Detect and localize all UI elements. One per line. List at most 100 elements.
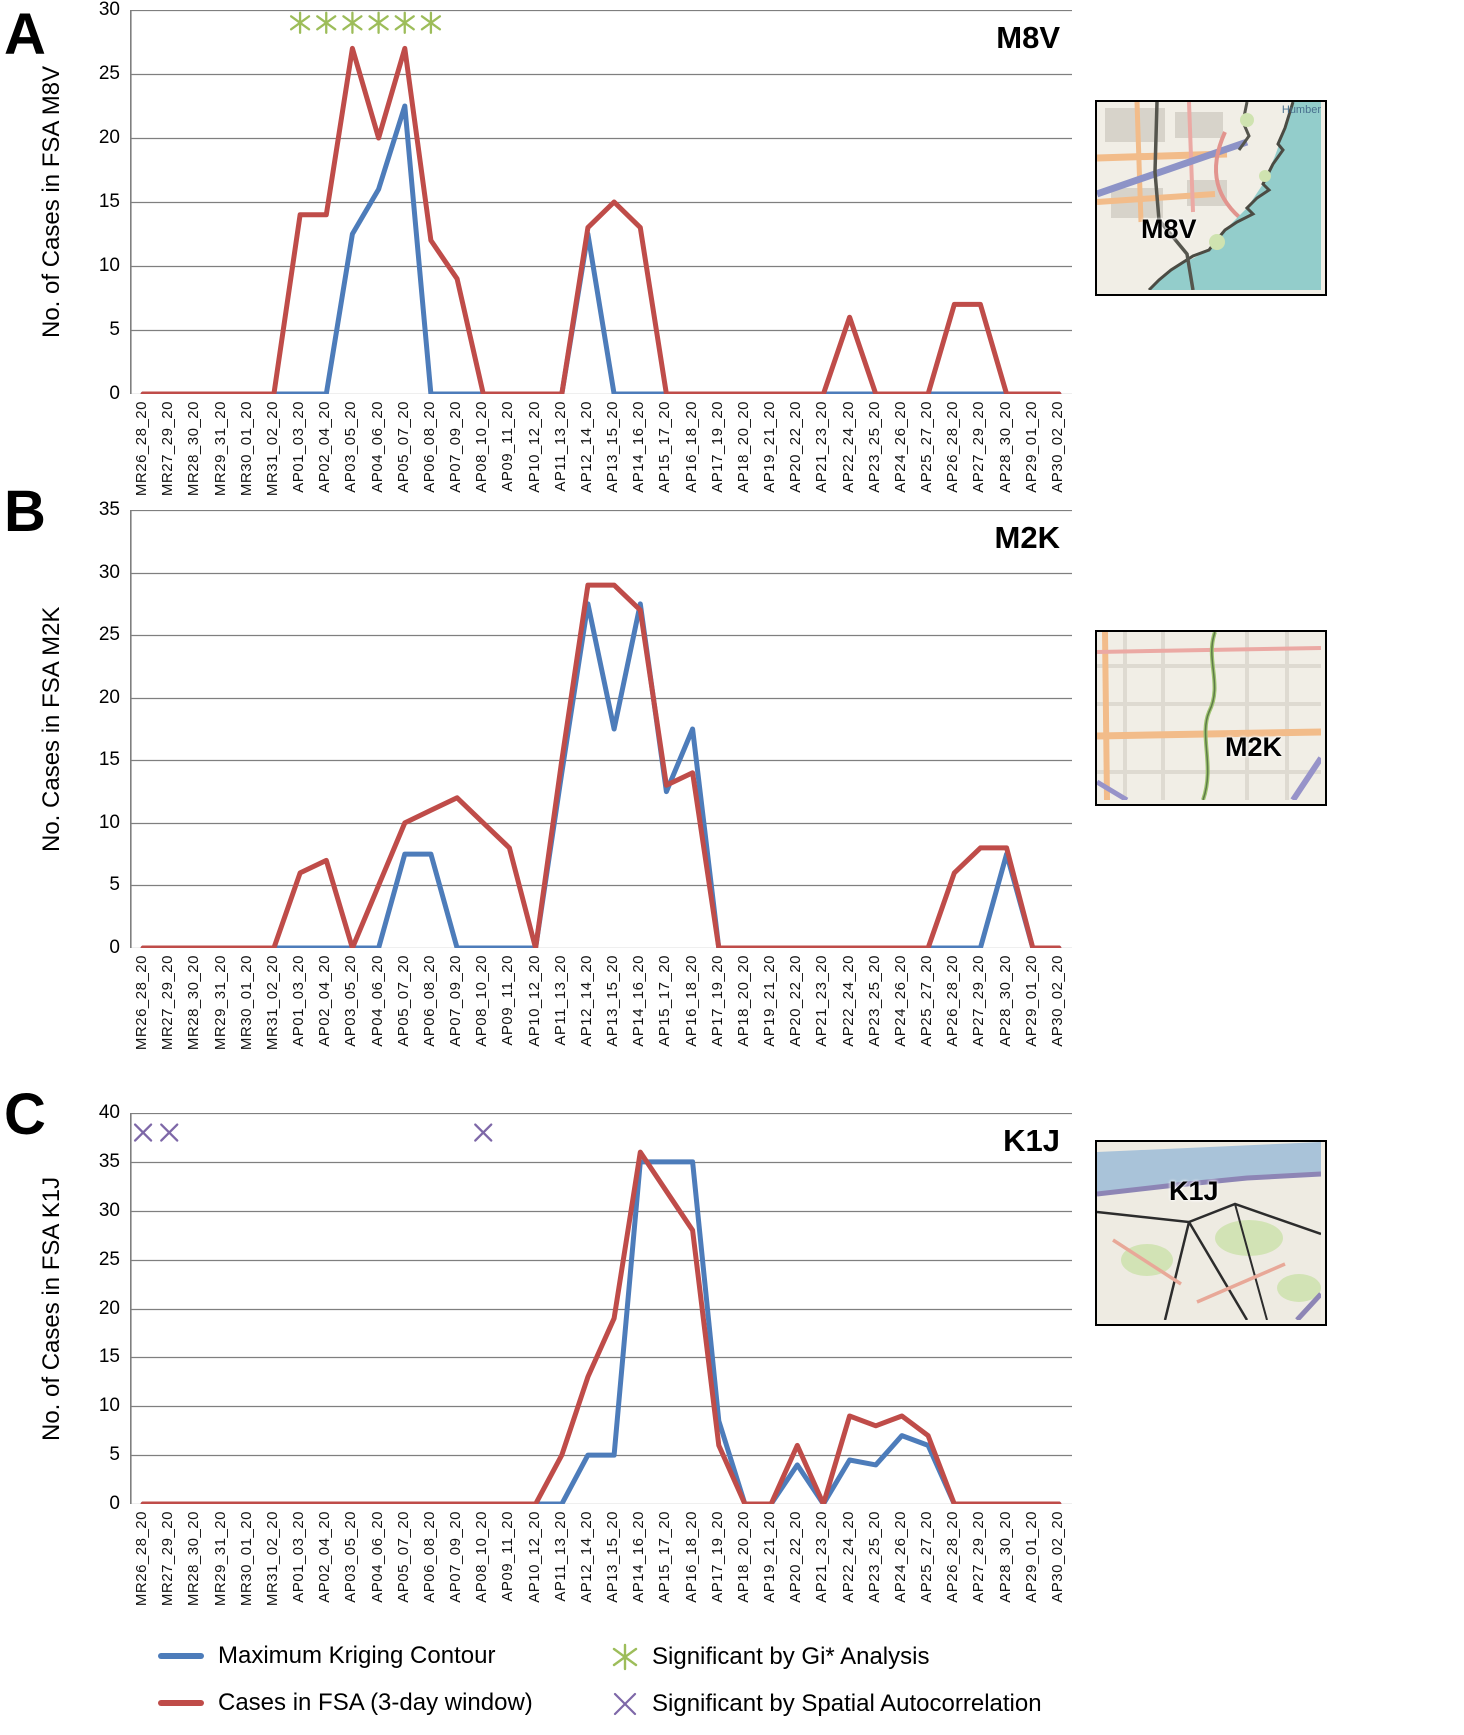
y-tick-label: 10: [98, 255, 120, 276]
legend-label-spatial: Significant by Spatial Autocorrelation: [652, 1690, 1042, 1717]
x-tick-label: AP30_02_20: [1048, 1511, 1066, 1603]
x-tick-label: MR31_02_20: [263, 401, 281, 497]
x-tick-label: AP12_14_20: [577, 1511, 595, 1603]
x-tick-label: AP01_03_20: [290, 401, 308, 493]
x-tick-label: AP10_12_20: [525, 401, 543, 493]
y-axis-title-m2k: No. Cases in FSA M2K: [38, 606, 65, 852]
x-tick-label: AP13_15_20: [604, 955, 622, 1047]
x-tick-label: AP13_15_20: [604, 1511, 622, 1603]
x-tick-label: AP07_09_20: [447, 955, 465, 1047]
x-tick-label: MR27_29_20: [159, 401, 177, 497]
legend-label-gi-star: Significant by Gi* Analysis: [652, 1643, 930, 1670]
x-tick-label: AP25_27_20: [918, 401, 936, 493]
map-water-label-humber: Humber: [1281, 104, 1321, 116]
y-tick-label: 0: [109, 1493, 120, 1514]
x-tick-label: AP18_20_20: [734, 955, 752, 1047]
series-line-kriging: [140, 1159, 1062, 1507]
x-tick-label: AP17_19_20: [708, 1511, 726, 1603]
y-tick-label: 10: [98, 811, 120, 833]
x-tick-label: AP02_04_20: [316, 955, 334, 1047]
gi-star-marker: [368, 11, 389, 34]
map-k1j-graphic: [1097, 1142, 1321, 1320]
series-line-cases: [140, 582, 1062, 951]
x-tick-label: AP03_05_20: [342, 955, 360, 1047]
chart-k1j-plot-area: [130, 1112, 1072, 1507]
fsa-tag-k1j: K1J: [1003, 1123, 1060, 1158]
x-tick-label: AP04_06_20: [368, 955, 386, 1047]
x-tick-label: AP04_06_20: [368, 1511, 386, 1603]
gi-star-marker: [316, 11, 337, 34]
chart-svg-M2K: [130, 509, 1072, 951]
x-tick-label: AP21_23_20: [813, 955, 831, 1047]
legend-item-cases: Cases in FSA (3-day window): [158, 1689, 533, 1717]
x-tick-label: AP11_13_20: [551, 955, 569, 1046]
x-tick-label: AP16_18_20: [682, 955, 700, 1047]
x-tick-label: AP14_16_20: [630, 401, 648, 493]
x-tick-label: MR30_01_20: [237, 401, 255, 497]
x-tick-label: AP27_29_20: [970, 1511, 988, 1603]
x-tick-label: AP22_24_20: [839, 1511, 857, 1603]
red-line-swatch-icon: [158, 1700, 204, 1706]
blue-line-swatch-icon: [158, 1653, 204, 1659]
map-inset-k1j: K1J: [1095, 1140, 1327, 1326]
x-tick-label: MR29_31_20: [211, 401, 229, 497]
x-tick-label: AP15_17_20: [656, 955, 674, 1047]
x-tick-label: AP24_26_20: [891, 1511, 909, 1603]
y-tick-label: 35: [98, 1150, 120, 1172]
x-tick-label: MR26_28_20: [133, 955, 151, 1051]
series-line-kriging: [140, 601, 1062, 951]
x-tick-label: AP17_19_20: [708, 401, 726, 493]
chart-svg-K1J: [130, 1112, 1072, 1507]
y-tick-label: 0: [109, 383, 120, 404]
chart-m2k-plot-area: [130, 509, 1072, 951]
x-tick-label: MR26_28_20: [133, 401, 151, 497]
map-m2k-graphic: [1097, 632, 1321, 800]
x-tick-label: AP23_25_20: [865, 955, 883, 1047]
y-tick-label: 25: [98, 63, 120, 84]
x-tick-label: MR28_30_20: [185, 401, 203, 497]
x-tick-label: AP30_02_20: [1048, 955, 1066, 1047]
x-tick-label: AP06_08_20: [420, 955, 438, 1047]
x-tick-label: AP16_18_20: [682, 401, 700, 493]
x-tick-label: MR31_02_20: [263, 955, 281, 1051]
x-tick-label: AP28_30_20: [996, 1511, 1014, 1603]
gi-star-marker: [289, 11, 311, 34]
gi-star-marker: [394, 11, 415, 34]
y-tick-label: 5: [109, 319, 120, 340]
gi-star-icon: [612, 1643, 638, 1671]
x-tick-label: AP14_16_20: [630, 955, 648, 1047]
x-tick-label: AP27_29_20: [970, 401, 988, 493]
x-tick-label: AP18_20_20: [734, 401, 752, 493]
x-tick-label: AP25_27_20: [918, 1511, 936, 1603]
x-tick-label: AP11_13_20: [551, 401, 569, 492]
legend-item-gi-star: Significant by Gi* Analysis: [610, 1642, 929, 1672]
x-tick-label: AP08_10_20: [473, 1511, 491, 1603]
x-tick-label: MR30_01_20: [237, 1511, 255, 1607]
x-tick-label: AP23_25_20: [865, 1511, 883, 1603]
y-tick-label: 40: [98, 1102, 120, 1123]
x-tick-label: AP11_13_20: [551, 1511, 569, 1602]
x-tick-label: AP03_05_20: [342, 1511, 360, 1603]
panel-letter-a: A: [4, 2, 46, 67]
x-tick-label: AP26_28_20: [944, 401, 962, 493]
x-tick-label: MR27_29_20: [159, 1511, 177, 1607]
map-inset-m2k: M2K: [1095, 630, 1327, 806]
y-tick-label: 15: [98, 191, 120, 212]
gi-star-marker: [342, 11, 363, 34]
legend-item-kriging: Maximum Kriging Contour: [158, 1642, 495, 1670]
y-tick-label: 30: [98, 0, 120, 20]
x-tick-label: MR28_30_20: [185, 955, 203, 1051]
x-tick-label: AP20_22_20: [787, 1511, 805, 1603]
map-m8v-graphic: [1097, 102, 1321, 290]
y-tick-label: 15: [98, 1346, 120, 1368]
x-tick-label: AP30_02_20: [1048, 401, 1066, 493]
y-tick-label: 20: [98, 127, 120, 148]
x-tick-label: AP29_01_20: [1022, 1511, 1040, 1603]
x-tick-label: MR29_31_20: [211, 1511, 229, 1607]
x-tick-label: AP07_09_20: [447, 1511, 465, 1603]
x-tick-label: AP09_11_20: [499, 955, 517, 1046]
x-tick-label: AP12_14_20: [577, 955, 595, 1047]
y-axis-title-m8v: No. of Cases in FSA M8V: [38, 65, 65, 339]
x-tick-label: AP08_10_20: [473, 401, 491, 493]
